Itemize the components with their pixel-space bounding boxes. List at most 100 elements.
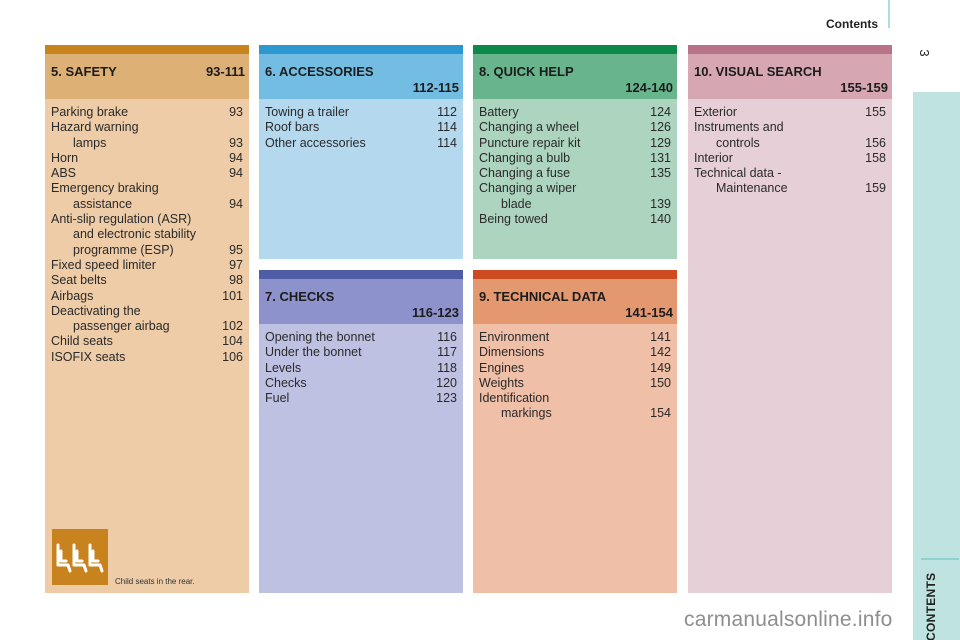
section-title: 5. SAFETY [51, 64, 117, 79]
toc-entry-page: 94 [229, 166, 243, 181]
header-rule [888, 0, 890, 28]
toc-entry[interactable]: Changing a bulb 131 [479, 151, 671, 166]
section-page-range: 141-154 [625, 305, 673, 320]
toc-entry-label: Horn [51, 150, 79, 165]
toc-entry-label: Dimensions [479, 345, 545, 360]
toc-entry-label: Maintenance [716, 181, 788, 196]
toc-entry[interactable]: Deactivating the passenger airbag 102 [51, 304, 243, 335]
toc-entry-label: Other accessories [265, 135, 366, 150]
section-title: 9. TECHNICAL DATA [479, 289, 607, 304]
toc-entry-label: Checks [265, 375, 307, 390]
toc-entry-page: 140 [650, 212, 671, 227]
section-technical-data-bar [473, 270, 677, 279]
toc-entry-label: lamps [73, 135, 107, 150]
section-title: 10. VISUAL SEARCH [694, 64, 822, 79]
child-seats-caption: Child seats in the rear. [115, 577, 195, 586]
toc-entry-label: Puncture repair kit [479, 135, 581, 150]
toc-entry[interactable]: Opening the bonnet 116 [265, 330, 457, 345]
section-checks-header: 7. CHECKS 116-123 [259, 279, 463, 324]
toc-entry[interactable]: Exterior 155 [694, 105, 886, 120]
page-header-title: Contents [826, 17, 878, 31]
toc-entry[interactable]: ISOFIX seats 106 [51, 350, 243, 365]
toc-entry[interactable]: Anti-slip regulation (ASR) and electronic… [51, 212, 243, 258]
watermark: carmanualsonline.info [684, 608, 893, 631]
section-title: 7. CHECKS [265, 289, 335, 304]
toc-entry[interactable]: Interior 158 [694, 151, 886, 166]
toc-entry[interactable]: Seat belts 98 [51, 273, 243, 288]
toc-entry-label: Interior [694, 150, 733, 165]
section-safety-bar [45, 45, 249, 54]
toc-entry-label: Engines [479, 360, 525, 375]
toc-entry-label: Fixed speed limiter [51, 257, 156, 272]
toc-entry[interactable]: ABS 94 [51, 166, 243, 181]
toc-entry[interactable]: Weights 150 [479, 376, 671, 391]
toc-entry-page: 94 [229, 150, 243, 165]
section-safety: 5. SAFETY 93-111 Parking brake 93 Hazard war… [45, 45, 249, 593]
toc-entry[interactable]: Changing a wheel 126 [479, 120, 671, 135]
section-accessories-list: Towing a trailer 112 Roof bars 114 Other acc… [259, 99, 463, 151]
toc-entry[interactable]: Emergency braking assistance 94 [51, 181, 243, 212]
sidebar-tab[interactable]: CONTENTS [913, 92, 960, 640]
toc-entry-page: 95 [229, 242, 243, 257]
toc-entry[interactable]: Other accessories 114 [265, 136, 457, 151]
toc-entry-page: 97 [229, 257, 243, 272]
toc-entry-page: 123 [436, 391, 457, 406]
toc-entry[interactable]: Checks 120 [265, 376, 457, 391]
toc-entry-page: 142 [650, 345, 671, 360]
toc-entry-label: Identification [479, 391, 550, 406]
toc-entry[interactable]: Hazard warning lamps 93 [51, 120, 243, 151]
section-checks-list: Opening the bonnet 116 Under the bonnet 117… [259, 324, 463, 406]
toc-entry-label: programme (ESP) [73, 242, 174, 257]
toc-entry-label: Weights [479, 375, 524, 390]
toc-entry-page: 93 [229, 135, 243, 150]
toc-entry[interactable]: Changing a fuse 135 [479, 166, 671, 181]
section-page-range: 112-115 [412, 80, 459, 95]
toc-entry-label: Airbags [51, 288, 94, 303]
toc-entry[interactable]: Airbags 101 [51, 289, 243, 304]
toc-entry-page: 150 [650, 375, 671, 390]
toc-entry[interactable]: Being towed 140 [479, 212, 671, 227]
toc-entry[interactable]: Horn 94 [51, 151, 243, 166]
toc-entry-label: ABS [51, 166, 77, 181]
toc-entry[interactable]: Environment 141 [479, 330, 671, 345]
section-quick-help-bar [473, 45, 677, 54]
toc-entry[interactable]: Engines 149 [479, 361, 671, 376]
toc-entry-page: 129 [650, 135, 671, 150]
toc-entry-page: 158 [865, 150, 886, 165]
toc-entry[interactable]: Parking brake 93 [51, 105, 243, 120]
toc-entry-page: 102 [222, 319, 243, 334]
toc-entry[interactable]: Puncture repair kit 129 [479, 136, 671, 151]
toc-entry-label: Levels [265, 360, 302, 375]
section-page-range: 124-140 [625, 80, 673, 95]
toc-entry[interactable]: Fixed speed limiter 97 [51, 258, 243, 273]
toc-entry[interactable]: Changing a wiper blade 139 [479, 181, 671, 212]
section-checks-bar [259, 270, 463, 279]
sidebar-tab-label: CONTENTS [924, 572, 938, 640]
toc-entry-label: Being towed [479, 212, 548, 227]
toc-entry[interactable]: Levels 118 [265, 361, 457, 376]
section-accessories-header: 6. ACCESSORIES 112-115 [259, 54, 463, 99]
section-visual-search-list: Exterior 155 Instruments and controls 156 Int… [688, 99, 892, 197]
toc-entry[interactable]: Battery 124 [479, 105, 671, 120]
toc-entry-label: assistance [73, 196, 133, 211]
toc-entry[interactable]: Instruments and controls 156 [694, 120, 886, 151]
toc-entry-page: 101 [222, 288, 243, 303]
section-quick-help-header: 8. QUICK HELP 124-140 [473, 54, 677, 99]
section-title: 6. ACCESSORIES [265, 64, 374, 79]
toc-entry-page: 135 [650, 166, 671, 181]
section-accessories-bar [259, 45, 463, 54]
toc-entry-page: 118 [437, 360, 457, 375]
child-seats-icon [52, 529, 108, 585]
toc-entry[interactable]: Dimensions 142 [479, 345, 671, 360]
toc-entry-page: 93 [229, 105, 243, 119]
toc-entry[interactable]: Technical data - Maintenance 159 [694, 166, 886, 197]
toc-entry[interactable]: Identification markings 154 [479, 391, 671, 422]
toc-entry[interactable]: Roof bars 114 [265, 120, 457, 135]
toc-entry-label: Hazard warning [51, 120, 139, 135]
toc-entry[interactable]: Under the bonnet 117 [265, 345, 457, 360]
toc-entry[interactable]: Child seats 104 [51, 334, 243, 349]
toc-entry-label: Under the bonnet [265, 345, 362, 360]
toc-entry[interactable]: Towing a trailer 112 [265, 105, 457, 120]
toc-entry[interactable]: Fuel 123 [265, 391, 457, 406]
section-accessories: 6. ACCESSORIES 112-115 Towing a trailer 112… [259, 45, 463, 259]
